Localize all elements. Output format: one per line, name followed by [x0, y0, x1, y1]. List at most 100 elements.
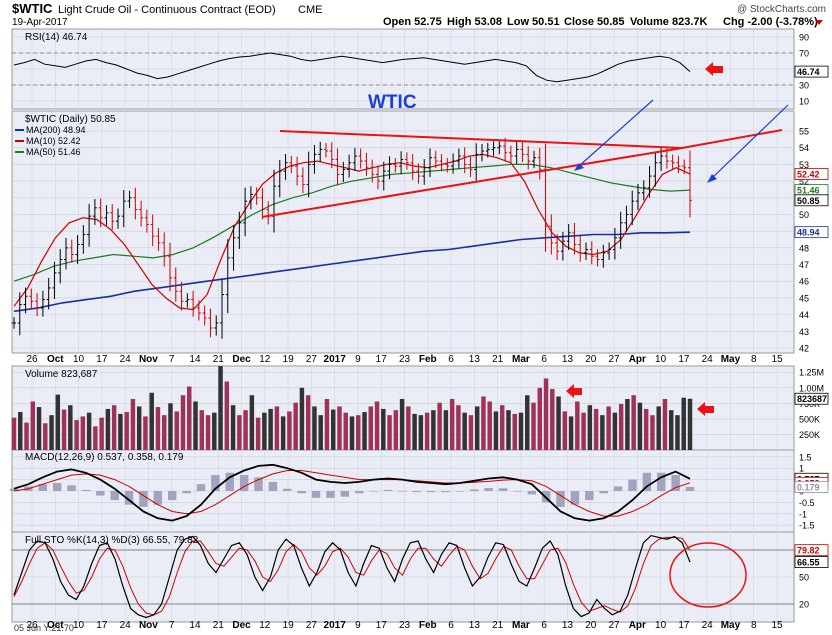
volume-bar [293, 402, 298, 450]
price-tick-label: 45 [799, 293, 809, 303]
volume-bar [99, 417, 104, 450]
volume-bar [406, 406, 411, 450]
volume-bar [512, 413, 517, 450]
bottom-note: 05 Jun Y:21.70 [14, 623, 74, 633]
volume-bar [625, 398, 630, 450]
x-tick-label: Feb [419, 620, 437, 631]
chart-name: Light Crude Oil - Continuous Contract (E… [58, 4, 276, 16]
macd-histogram-bar [383, 489, 393, 491]
volume-bar [668, 410, 674, 450]
price-value-tag [794, 194, 829, 207]
price-value-tag-label: 51.46 [797, 186, 820, 196]
macd-histogram-bar [110, 491, 119, 501]
macd-histogram-bar [484, 488, 493, 491]
x-tick-label: Nov [139, 354, 158, 365]
volume-bar [168, 403, 173, 450]
volume-bar [224, 381, 230, 450]
ohlc-open: Open 52.75 [383, 16, 442, 28]
ohlc-high: High 53.08 [447, 16, 502, 28]
ohlc-low: Low 50.51 [507, 16, 560, 28]
price-tick-label: 48 [799, 243, 809, 253]
x-tick-label: 15 [771, 354, 783, 365]
macd-tick-label: -1 [799, 509, 807, 519]
sto-d-line [13, 536, 691, 616]
volume-bar [562, 411, 568, 450]
x-tick-label: Mar [512, 354, 530, 365]
price-tick-label: 52 [799, 177, 809, 187]
blue-arrow-2 [711, 104, 789, 179]
x-tick-label: 23 [399, 620, 411, 631]
volume-bar [93, 426, 98, 450]
macd-line [13, 463, 691, 522]
x-tick-label: Oct [47, 354, 64, 365]
volume-bar [349, 416, 355, 450]
macd-histogram-bar [326, 491, 335, 498]
macd-histogram-bar [52, 483, 62, 491]
volume-bar [299, 387, 305, 450]
x-tick-label: 10 [73, 620, 85, 631]
x-tick-label: Oct [47, 620, 64, 631]
volume-bar [337, 406, 342, 450]
red-arrow-volume-mar-icon [566, 384, 582, 398]
macd-histogram-bar [96, 491, 105, 496]
x-tick-label: 24 [702, 354, 714, 365]
price-value-tag-label: 48.94 [797, 228, 820, 238]
x-tick-label: May [721, 620, 741, 631]
volume-bar [550, 389, 555, 450]
chart-symbol: $WTIC [12, 1, 53, 16]
volume-bar [174, 411, 179, 450]
volume-bar [124, 412, 129, 450]
x-tick-label: 17 [678, 620, 690, 631]
macd-title: MACD(12,26,9) 0.537, 0.358, 0.179 [25, 452, 184, 463]
volume-value-tag [794, 392, 829, 405]
ohlc-change: Chg -2.00 (-3.78%) [723, 16, 818, 28]
volume-bar [24, 422, 29, 450]
macd-histogram-bar [628, 479, 637, 491]
x-tick-label: 24 [120, 620, 132, 631]
blue-arrow-1-head [574, 163, 584, 171]
volume-bar [481, 396, 486, 450]
rsi-value-tag [794, 65, 829, 78]
macd-histogram-bar [671, 475, 680, 491]
x-tick-label: 27 [306, 354, 318, 365]
chart-date: 19-Apr-2017 [12, 17, 68, 28]
volume-bar [368, 406, 374, 450]
volume-bar [499, 405, 505, 450]
volume-bar [487, 401, 492, 450]
volume-bar [393, 410, 399, 450]
macd-histogram-bar [585, 491, 594, 501]
volume-bar [431, 410, 436, 450]
volume-bar [330, 409, 336, 450]
price-tick-label: 43 [799, 327, 809, 337]
volume-bar [312, 406, 317, 450]
x-tick-label: 12 [259, 620, 271, 631]
volume-bar [662, 398, 668, 450]
x-tick-label: 17 [678, 354, 690, 365]
x-tick-label: 6 [541, 620, 547, 631]
volume-bar [593, 408, 599, 450]
rsi-tick-label: 90 [799, 33, 809, 43]
volume-bar [287, 411, 292, 450]
volume-bar [155, 407, 161, 450]
volume-bar [262, 412, 267, 450]
volume-bar [18, 412, 23, 450]
volume-bar [468, 415, 474, 450]
macd-histogram-bar [38, 484, 47, 491]
macd-tick-label: -0.5 [799, 498, 815, 508]
volume-bar [437, 402, 442, 450]
volume-bar [387, 415, 392, 450]
volume-bar [543, 378, 549, 450]
macd-histogram-bar [642, 472, 652, 491]
volume-bar [687, 398, 693, 450]
red-arrow-volume-apr-icon [697, 402, 714, 416]
sto-value-tag-label: 79.82 [797, 546, 820, 556]
x-tick-label: 21 [213, 354, 225, 365]
macd-histogram-bar [599, 491, 608, 494]
volume-bar [462, 412, 467, 450]
volume-bar [230, 405, 236, 450]
sto-value-tag-label: 66.55 [797, 558, 820, 568]
macd-histogram-bar [455, 491, 465, 492]
volume-bar [237, 415, 242, 450]
volume-bar [581, 412, 586, 450]
